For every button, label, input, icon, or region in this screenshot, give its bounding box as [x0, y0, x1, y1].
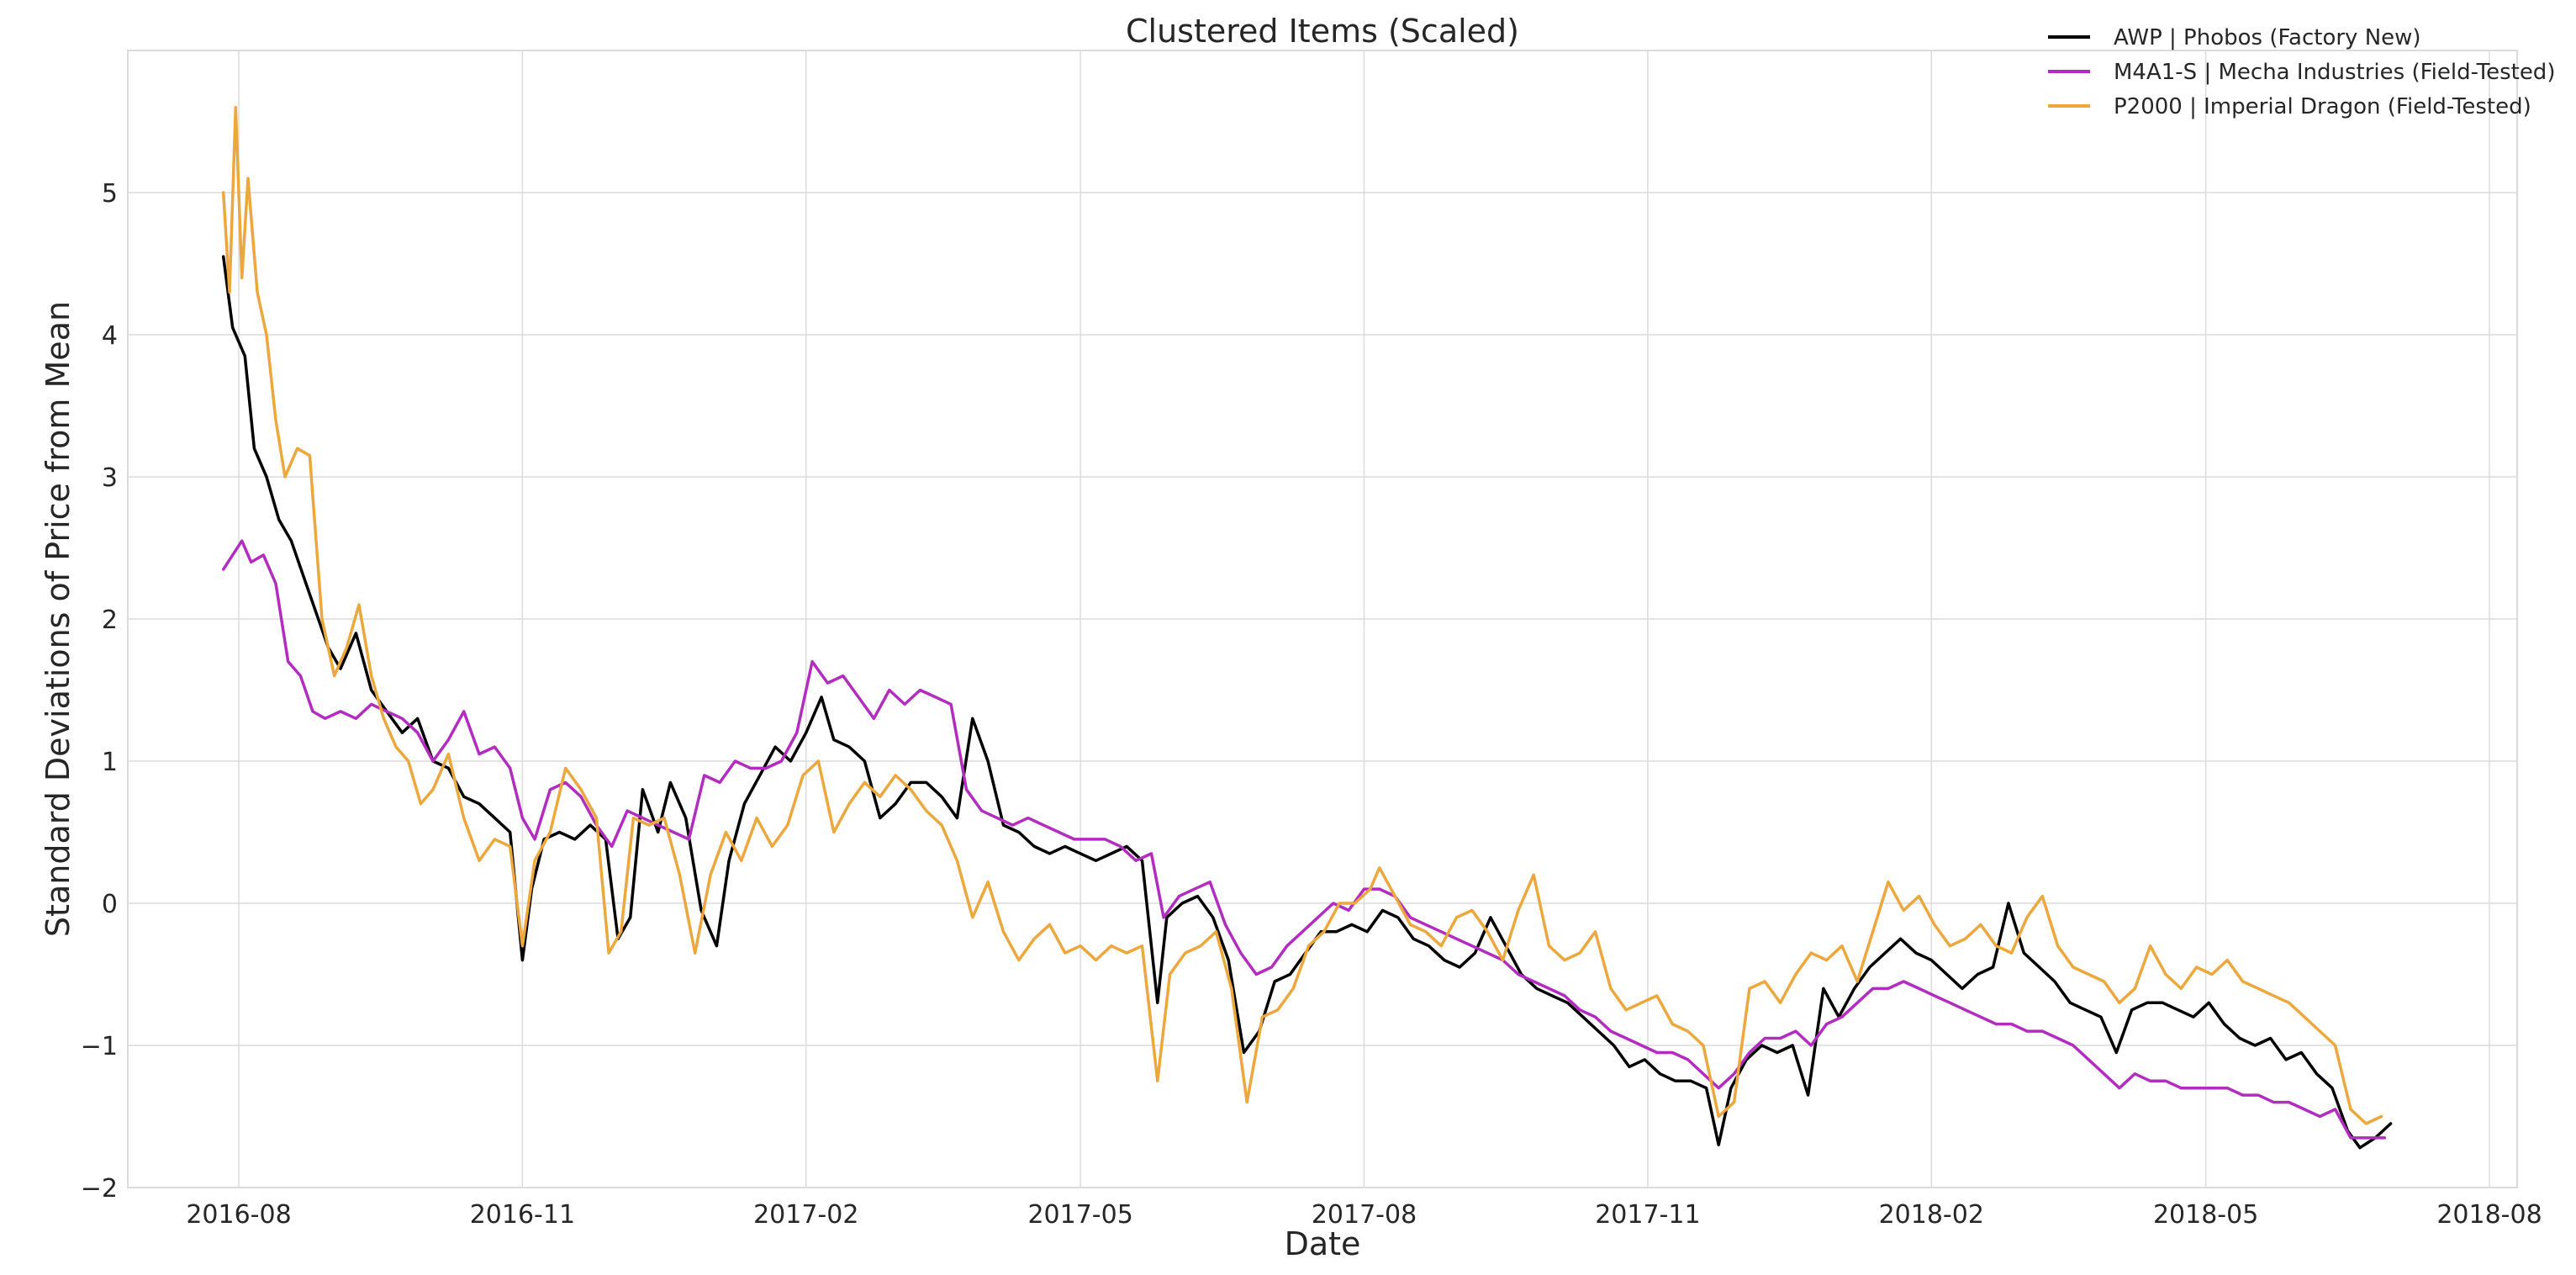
y-tick-label: −1 — [81, 1032, 118, 1061]
series-line-2 — [221, 105, 2383, 1125]
legend: AWP | Phobos (Factory New) M4A1-S | Mecha… — [2048, 25, 2555, 119]
x-tick-label: 2018-08 — [2436, 1200, 2542, 1230]
y-tick-label: 1 — [102, 748, 118, 777]
legend-label: M4A1-S | Mecha Industries (Field-Tested) — [2114, 60, 2555, 85]
x-tick-label: 2018-02 — [1879, 1200, 1984, 1230]
x-tick-label: 2018-05 — [2153, 1200, 2258, 1230]
x-tick-label: 2017-02 — [753, 1200, 858, 1230]
tick-labels: 2016-08 2016-11 2017-02 2017-05 2017-08 2017-… — [81, 179, 2542, 1230]
legend-label: AWP | Phobos (Factory New) — [2114, 25, 2421, 50]
x-tick-label: 2017-08 — [1312, 1200, 1417, 1230]
x-tick-label: 2017-11 — [1595, 1200, 1700, 1230]
x-tick-label: 2016-08 — [186, 1200, 291, 1230]
y-axis-title: Standard Deviations of Price from Mean — [40, 301, 77, 937]
chart-title: Clustered Items (Scaled) — [1126, 13, 1519, 50]
y-tick-label: 4 — [102, 321, 118, 351]
y-tick-label: 3 — [102, 463, 118, 493]
series-lines — [221, 105, 2393, 1150]
x-tick-label: 2016-11 — [470, 1200, 575, 1230]
x-axis-title: Date — [1285, 1225, 1361, 1262]
legend-label: P2000 | Imperial Dragon (Field-Tested) — [2114, 94, 2531, 119]
y-tick-label: 5 — [102, 179, 118, 209]
y-tick-label: 0 — [102, 890, 118, 919]
y-tick-label: 2 — [102, 606, 118, 635]
series-line-1 — [221, 539, 2387, 1140]
grid-lines — [128, 50, 2517, 1188]
y-tick-label: −2 — [81, 1174, 118, 1204]
x-tick-label: 2017-05 — [1027, 1200, 1132, 1230]
